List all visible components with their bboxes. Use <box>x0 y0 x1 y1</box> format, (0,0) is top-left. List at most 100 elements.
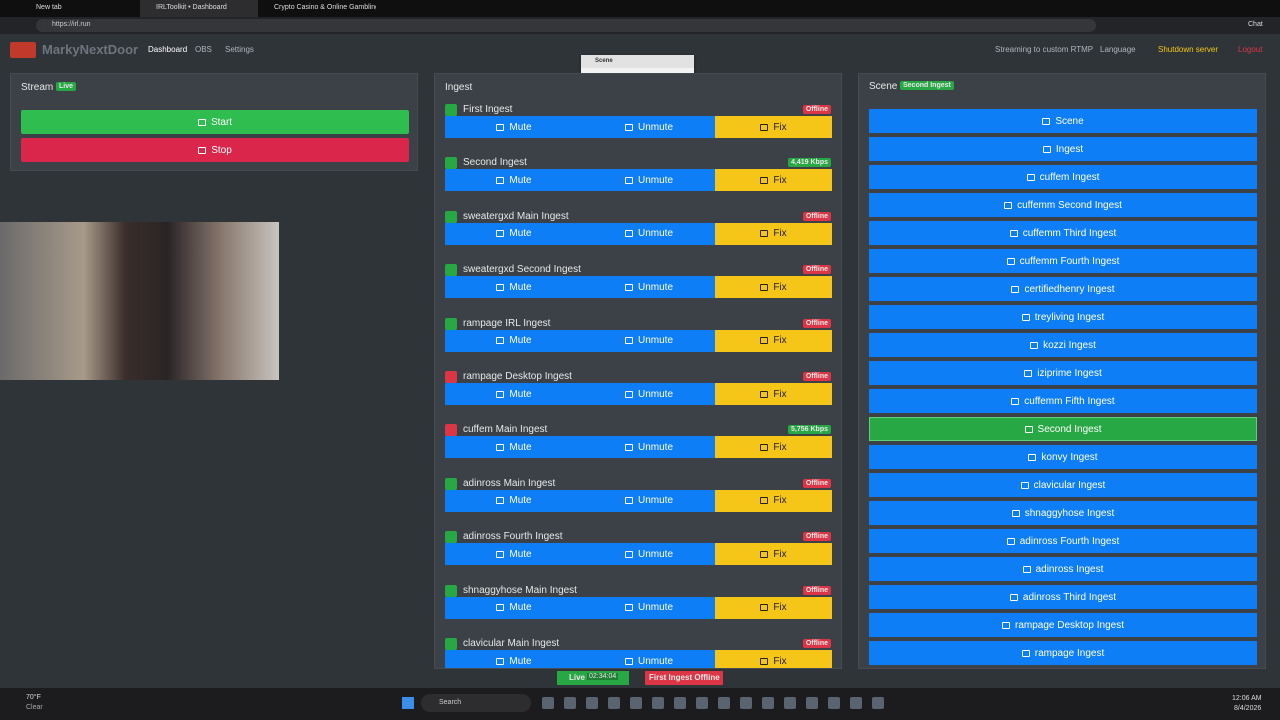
browser-tab[interactable]: New tab <box>36 4 62 11</box>
start-button[interactable]: Start <box>21 110 409 134</box>
fix-button[interactable]: Fix <box>715 650 832 668</box>
scene-button[interactable]: konvy Ingest <box>869 445 1257 469</box>
taskbar-app[interactable] <box>872 697 884 709</box>
unmute-button[interactable]: Unmute <box>583 169 715 192</box>
fix-button[interactable]: Fix <box>715 169 832 192</box>
scene-name: Ingest <box>1055 143 1084 155</box>
scene-button[interactable]: clavicular Ingest <box>869 473 1257 497</box>
mute-button[interactable]: Mute <box>445 222 583 245</box>
fix-button[interactable]: Fix <box>715 383 832 405</box>
taskbar-app[interactable] <box>696 697 708 709</box>
taskbar-app[interactable] <box>828 697 840 709</box>
search-box[interactable]: Search <box>421 694 531 712</box>
scene-button[interactable]: cuffemm Second Ingest <box>869 193 1257 217</box>
scene-name: adinross Ingest <box>1035 563 1104 575</box>
unmute-button[interactable]: Unmute <box>583 596 715 619</box>
scene-button[interactable]: rampage Ingest <box>869 641 1257 665</box>
taskbar-app[interactable] <box>652 697 664 709</box>
start-menu[interactable] <box>402 697 414 709</box>
taskbar-app[interactable] <box>740 697 752 709</box>
scene-button[interactable]: Scene <box>869 109 1257 133</box>
scene-button[interactable]: adinross Ingest <box>869 557 1257 581</box>
scene-button[interactable]: certifiedhenry Ingest <box>869 277 1257 301</box>
fix-button[interactable]: Fix <box>715 329 832 352</box>
taskbar-app[interactable] <box>850 697 862 709</box>
mic-icon <box>445 584 457 597</box>
scene-button[interactable]: cuffemm Fifth Ingest <box>869 389 1257 413</box>
scene-name: cuffemm Fifth Ingest <box>1024 395 1115 407</box>
status-badge: Offline <box>802 372 831 381</box>
mute-button[interactable]: Mute <box>445 329 583 352</box>
fix-button[interactable]: Fix <box>715 116 832 138</box>
shutdown[interactable]: Shutdown server <box>1158 45 1219 54</box>
scene-button[interactable]: adinross Third Ingest <box>869 585 1257 609</box>
mute-button[interactable]: Mute <box>445 543 583 566</box>
taskbar-app[interactable] <box>784 697 796 709</box>
taskbar-app[interactable] <box>586 697 598 709</box>
unmute-button[interactable]: Unmute <box>583 489 715 512</box>
language[interactable]: Language <box>1100 45 1136 54</box>
url[interactable]: https://irl.run <box>36 19 1096 32</box>
unmute-button[interactable]: Unmute <box>583 329 715 352</box>
scene-button[interactable]: cuffemm Fourth Ingest <box>869 249 1257 273</box>
status-badge: 4,419 Kbps <box>788 158 831 168</box>
taskbar-app[interactable] <box>718 697 730 709</box>
fix-button[interactable]: Fix <box>715 436 832 459</box>
mute-button[interactable]: Mute <box>445 116 583 138</box>
unmute-button[interactable]: Unmute <box>583 650 715 668</box>
scene-name: cuffemm Second Ingest <box>1017 199 1122 211</box>
mute-button[interactable]: Mute <box>445 169 583 192</box>
fix-button[interactable]: Fix <box>715 489 832 512</box>
profile-button[interactable]: Chat <box>1248 21 1263 28</box>
scene-button[interactable]: adinross Fourth Ingest <box>869 529 1257 553</box>
browser-tab[interactable]: IRLToolkit • Dashboard <box>140 0 258 17</box>
clock-time: 12:06 AM <box>1232 695 1262 702</box>
mute-button[interactable]: Mute <box>445 436 583 459</box>
scene-button[interactable]: cuffemm Third Ingest <box>869 221 1257 245</box>
unmute-button[interactable]: Unmute <box>583 436 715 459</box>
unmute-button[interactable]: Unmute <box>583 383 715 405</box>
taskbar-app[interactable] <box>542 697 554 709</box>
brand[interactable]: MarkyNextDoor <box>42 42 139 57</box>
scene-button[interactable]: cuffem Ingest <box>869 165 1257 189</box>
fix-button[interactable]: Fix <box>715 543 832 566</box>
unmute-button[interactable]: Unmute <box>583 543 715 566</box>
scene-button[interactable]: iziprime Ingest <box>869 361 1257 385</box>
fix-button[interactable]: Fix <box>715 596 832 619</box>
scene-button[interactable]: Ingest <box>869 137 1257 161</box>
mute-button[interactable]: Mute <box>445 383 583 405</box>
scene-button[interactable]: Second Ingest <box>869 417 1257 441</box>
scene-name: cuffemm Third Ingest <box>1022 227 1117 239</box>
unmute-button[interactable]: Unmute <box>583 222 715 245</box>
fix-button[interactable]: Fix <box>715 222 832 245</box>
nav-link[interactable]: OBS <box>195 45 212 54</box>
taskbar-app[interactable] <box>564 697 576 709</box>
scene-button[interactable]: treyliving Ingest <box>869 305 1257 329</box>
scene-button[interactable]: kozzi Ingest <box>869 333 1257 357</box>
taskbar-app[interactable] <box>674 697 686 709</box>
ingest-name: rampage IRL Ingest <box>463 317 551 329</box>
mute-button[interactable]: Mute <box>445 596 583 619</box>
mute-button[interactable]: Mute <box>445 276 583 299</box>
taskbar-app[interactable] <box>762 697 774 709</box>
scene-name: certifiedhenry Ingest <box>1024 283 1115 295</box>
mute-button[interactable]: Mute <box>445 650 583 668</box>
stop-button[interactable]: Stop <box>21 138 409 162</box>
scene-name: iziprime Ingest <box>1037 367 1102 379</box>
scene-button[interactable]: rampage Desktop Ingest <box>869 613 1257 637</box>
taskbar-app[interactable] <box>630 697 642 709</box>
button-label: Unmute <box>637 495 673 507</box>
unmute-button[interactable]: Unmute <box>583 116 715 138</box>
scene-button[interactable]: shnaggyhose Ingest <box>869 501 1257 525</box>
nav-link[interactable]: Settings <box>225 45 254 54</box>
status-badge: Offline <box>802 105 831 114</box>
unmute-button[interactable]: Unmute <box>583 276 715 299</box>
ingest-name: rampage Desktop Ingest <box>463 371 572 382</box>
mute-button[interactable]: Mute <box>445 489 583 512</box>
logout[interactable]: Logout <box>1238 45 1263 54</box>
browser-tab[interactable]: Crypto Casino & Online Gambling <box>274 4 376 11</box>
taskbar-app[interactable] <box>608 697 620 709</box>
taskbar-app[interactable] <box>806 697 818 709</box>
nav-link[interactable]: Dashboard <box>148 45 188 54</box>
fix-button[interactable]: Fix <box>715 276 832 299</box>
